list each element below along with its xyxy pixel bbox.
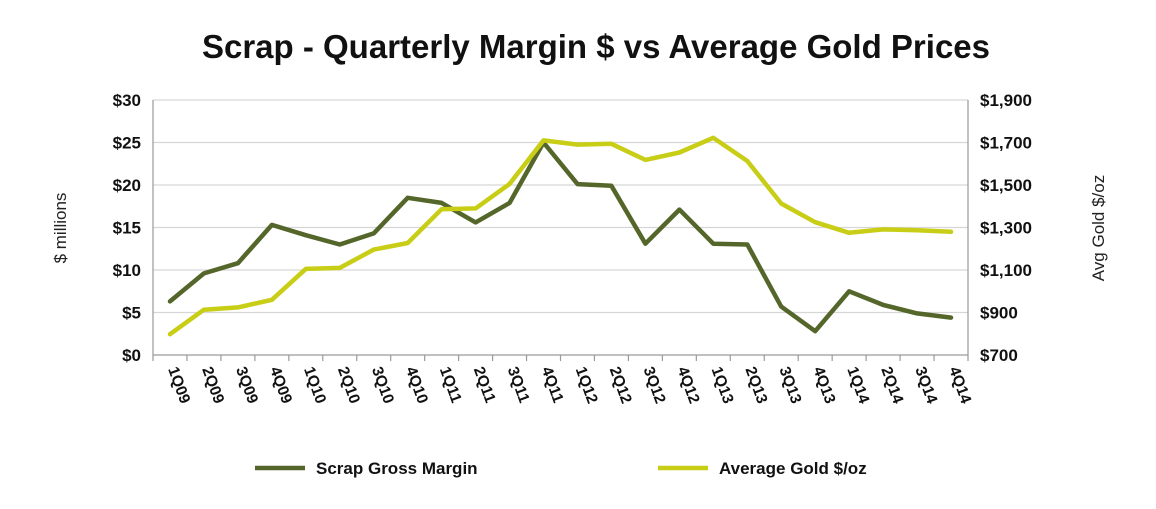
x-tick-label: 1Q12 bbox=[572, 365, 601, 406]
x-tick-label: 4Q11 bbox=[538, 365, 567, 406]
y2-tick-label: $1,100 bbox=[980, 261, 1032, 280]
x-tick-label: 2Q13 bbox=[742, 365, 771, 407]
legend-label: Scrap Gross Margin bbox=[316, 459, 478, 478]
y-tick-label: $10 bbox=[113, 261, 141, 280]
x-tick-label: 3Q11 bbox=[504, 365, 533, 406]
y-axis-label: $ millions bbox=[51, 193, 70, 264]
y-tick-label: $25 bbox=[113, 134, 141, 153]
x-tick-label: 1Q14 bbox=[843, 365, 872, 407]
y-tick-label: $5 bbox=[122, 304, 141, 323]
x-tick-label: 2Q10 bbox=[334, 365, 363, 406]
y-tick-label: $30 bbox=[113, 91, 141, 110]
series-line-1 bbox=[167, 135, 954, 337]
x-tick-label: 4Q14 bbox=[945, 365, 974, 407]
series-line-0 bbox=[167, 140, 954, 334]
x-tick-label: 4Q10 bbox=[402, 365, 431, 406]
x-tick-label: 3Q12 bbox=[640, 365, 669, 406]
x-tick-label: 1Q11 bbox=[436, 365, 465, 406]
x-tick-label: 2Q14 bbox=[877, 365, 906, 407]
x-tick-label: 2Q12 bbox=[606, 365, 635, 406]
y-tick-label: $20 bbox=[113, 176, 141, 195]
series bbox=[167, 135, 954, 337]
x-tick-label: 3Q14 bbox=[911, 365, 940, 407]
x-tick-label: 3Q10 bbox=[368, 365, 397, 406]
legend-label: Average Gold $/oz bbox=[719, 459, 867, 478]
y2-tick-label: $900 bbox=[980, 304, 1018, 323]
y2-tick-label: $700 bbox=[980, 346, 1018, 365]
y-tick-label: $15 bbox=[113, 219, 141, 238]
x-tick-label: 4Q13 bbox=[809, 365, 838, 407]
y2-tick-label: $1,700 bbox=[980, 134, 1032, 153]
chart-title: Scrap - Quarterly Margin $ vs Average Go… bbox=[202, 28, 990, 65]
y-tick-label: $0 bbox=[122, 346, 141, 365]
x-tick-label: 3Q13 bbox=[775, 365, 804, 407]
y2-tick-label: $1,500 bbox=[980, 176, 1032, 195]
y2-axis-label: Avg Gold $/oz bbox=[1089, 175, 1108, 281]
x-tick-label: 1Q13 bbox=[708, 365, 737, 407]
x-tick-label: 4Q09 bbox=[266, 365, 295, 407]
y2-tick-label: $1,900 bbox=[980, 91, 1032, 110]
x-tick-label: 3Q09 bbox=[232, 365, 261, 407]
x-tick-label: 2Q09 bbox=[198, 365, 227, 407]
x-tick-label: 2Q11 bbox=[470, 365, 499, 406]
x-tick-label: 4Q12 bbox=[674, 365, 703, 406]
legend: Scrap Gross Margin Average Gold $/oz bbox=[255, 459, 867, 478]
x-tick-label: 1Q10 bbox=[300, 365, 329, 406]
grid bbox=[153, 99, 968, 314]
y2-tick-label: $1,300 bbox=[980, 219, 1032, 238]
x-tick-label: 1Q09 bbox=[164, 365, 193, 407]
